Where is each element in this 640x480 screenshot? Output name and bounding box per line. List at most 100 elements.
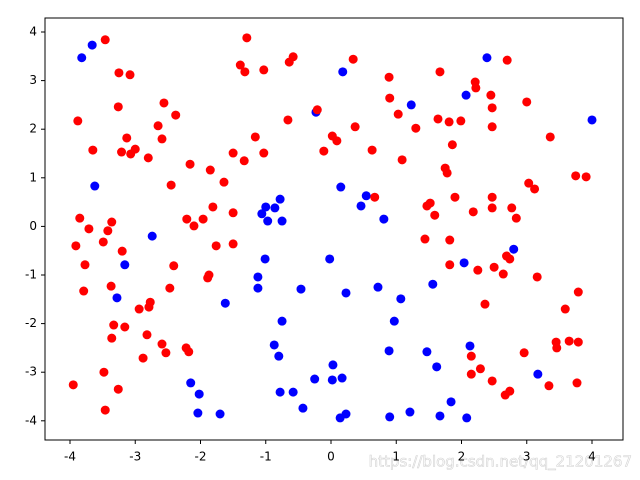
plot-area [68,33,597,423]
point [405,407,415,417]
point [480,299,490,309]
point [117,246,127,256]
point [432,362,442,372]
y-tick-label: 1 [29,170,37,184]
point [533,369,543,379]
point [505,386,515,396]
point [159,98,169,108]
point [130,144,140,154]
point [461,90,471,100]
x-tick-label: -3 [129,450,141,464]
point [109,320,119,330]
point [90,181,100,191]
point [107,217,117,227]
point [274,351,284,361]
point [435,411,445,421]
point [571,171,581,181]
point [157,339,167,349]
point [113,102,123,112]
point [393,109,403,119]
y-tick-label: -1 [25,268,37,282]
point [587,115,597,125]
point [319,146,329,156]
x-tick-label: -2 [195,450,207,464]
point [420,234,430,244]
point [77,53,87,63]
point [288,52,298,62]
point [310,374,320,384]
point [261,202,271,212]
point [411,123,421,133]
point [545,132,555,142]
point [486,90,496,100]
point [348,54,358,64]
point [242,33,252,43]
point [205,165,215,175]
point [228,239,238,249]
point [88,145,98,155]
point [524,178,534,188]
point [456,116,466,126]
point [336,182,346,192]
point [186,378,196,388]
point [433,114,443,124]
point [99,367,109,377]
point [325,254,335,264]
point [275,387,285,397]
point [113,384,123,394]
point [185,159,195,169]
point [250,132,260,142]
point [211,241,221,251]
point [466,369,476,379]
point [240,67,250,77]
point [573,337,583,347]
point [73,116,83,126]
point [370,192,380,202]
point [75,213,85,223]
point [446,397,456,407]
point [145,297,155,307]
y-tick-label: -3 [25,365,37,379]
point [468,207,478,217]
y-tick-label: 4 [29,24,37,38]
point [257,209,267,219]
point [350,122,360,132]
y-tick-label: 2 [29,122,37,136]
point [122,133,132,143]
point [79,286,89,296]
point [219,177,229,187]
point [397,155,407,165]
point [444,117,454,127]
point [112,293,122,303]
point [260,254,270,264]
point [332,136,342,146]
point [143,153,153,163]
point [505,254,515,264]
point [406,100,416,110]
point [482,53,492,63]
point [572,378,582,388]
point [142,330,152,340]
point [259,65,269,75]
point [193,408,203,418]
axes-frame [44,17,624,441]
point [422,347,432,357]
point [471,83,481,93]
x-tick-label: 4 [588,450,596,464]
point [182,214,192,224]
point [475,364,485,374]
point [298,403,308,413]
y-tick-label: -4 [25,413,37,427]
point [134,304,144,314]
point [120,322,130,332]
point [153,121,163,131]
x-tick-label: 1 [392,450,400,464]
point [373,282,383,292]
point [220,298,230,308]
point [361,191,371,201]
watermark: https://blog.csdn.net/qq_21201267 [369,453,632,472]
point [277,316,287,326]
point [396,294,406,304]
point [473,265,483,275]
point [147,231,157,241]
